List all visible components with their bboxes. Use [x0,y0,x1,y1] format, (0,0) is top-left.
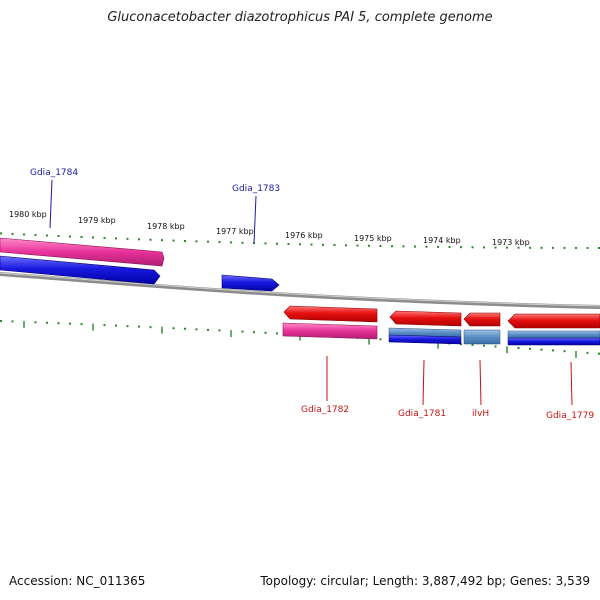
gene-label-gdia-1781[interactable]: Gdia_1781 [398,409,446,419]
ruler-labels: 1980 kbp 1979 kbp 1978 kbp 1977 kbp 1976… [9,210,530,247]
gene-label-gdia-1782[interactable]: Gdia_1782 [301,405,349,415]
genome-backbone [0,272,600,309]
accession-text: Accession: NC_011365 [9,574,146,588]
gene-gdia-1782-cds[interactable] [283,305,378,323]
gene-gdia-1781-cds[interactable] [389,310,462,327]
gene-gdia-1783[interactable] [221,274,280,292]
gene-gdia-1784-cds[interactable] [0,237,165,267]
ruler-label: 1978 kbp [147,222,185,231]
gene-label-gdia-1783[interactable]: Gdia_1783 [232,184,280,194]
ruler-label: 1980 kbp [9,210,47,219]
label-leaders-bottom [326,356,573,406]
genome-summary-text: Topology: circular; Length: 3,887,492 bp… [260,574,590,588]
ruler-label: 1974 kbp [423,236,461,245]
ruler-label: 1976 kbp [285,231,323,240]
gene-gdia-1779-cds[interactable] [507,313,600,329]
gene-ilvh-cds[interactable] [463,312,501,327]
ruler-label: 1973 kbp [492,238,530,247]
gene-gdia-1782[interactable] [282,322,378,340]
genome-backbone-highlight [0,272,600,307]
label-leaders-top [49,179,257,244]
gene-ilvh[interactable] [463,329,501,345]
ruler-label: 1979 kbp [78,216,116,225]
map-title: Gluconacetobacter diazotrophicus PAI 5, … [107,10,493,25]
gene-gdia-1784[interactable] [0,255,161,285]
gene-label-gdia-1779[interactable]: Gdia_1779 [546,411,594,421]
ruler-ticks-top [0,232,600,249]
gene-label-gdia-1784[interactable]: Gdia_1784 [30,168,78,178]
ruler-label: 1977 kbp [216,227,254,236]
gene-gdia-1779[interactable] [507,330,600,346]
gene-label-ilvh[interactable]: ilvH [472,409,489,419]
ruler-label: 1975 kbp [354,234,392,243]
gene-gdia-1781[interactable] [388,327,462,345]
